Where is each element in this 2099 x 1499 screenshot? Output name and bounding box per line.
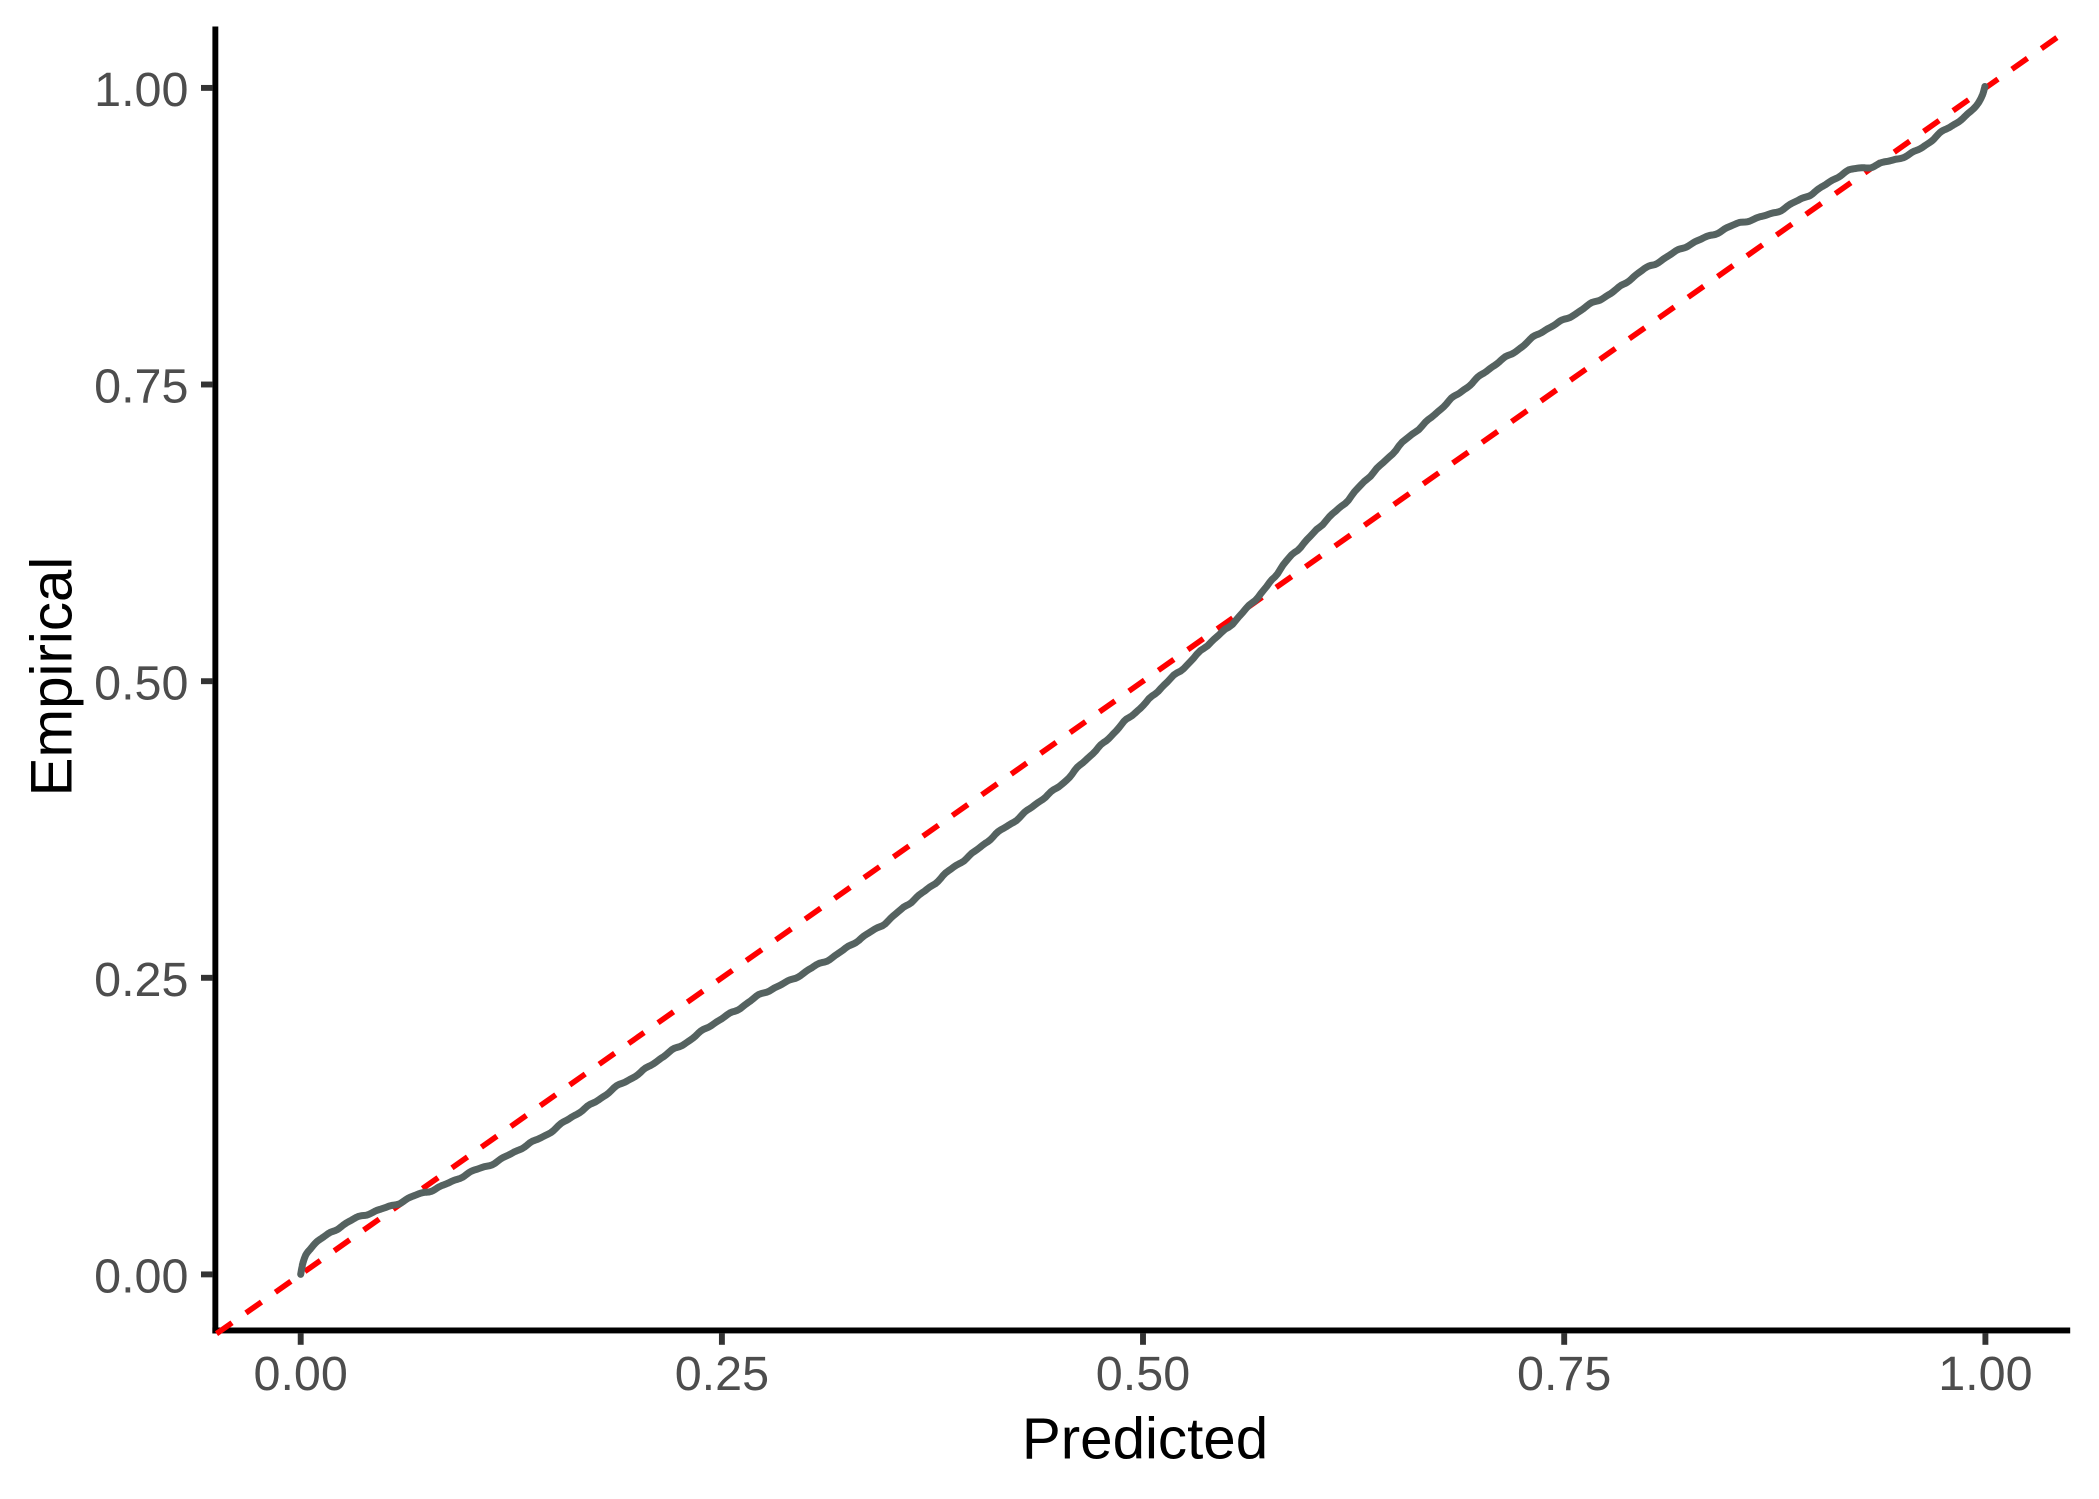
- svg-text:0.75: 0.75: [1517, 1347, 1611, 1401]
- svg-text:0.00: 0.00: [253, 1347, 347, 1401]
- svg-text:Predicted: Predicted: [1022, 1407, 1268, 1472]
- svg-text:Empirical: Empirical: [20, 557, 85, 797]
- svg-text:1.00: 1.00: [1938, 1347, 2032, 1401]
- svg-text:0.25: 0.25: [94, 953, 188, 1007]
- svg-text:0.50: 0.50: [1096, 1347, 1190, 1401]
- svg-text:0.75: 0.75: [94, 360, 188, 414]
- svg-text:0.00: 0.00: [94, 1250, 188, 1304]
- svg-text:1.00: 1.00: [94, 63, 188, 117]
- svg-text:0.25: 0.25: [675, 1347, 769, 1401]
- svg-text:0.50: 0.50: [94, 656, 188, 710]
